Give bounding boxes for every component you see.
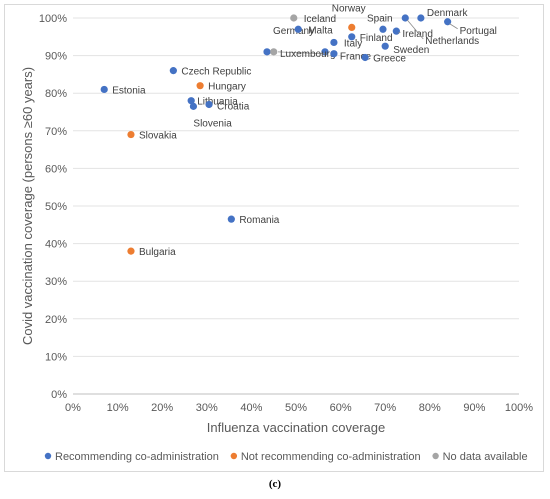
chart-frame <box>4 4 544 472</box>
point-label: France <box>340 52 372 63</box>
legend-marker <box>44 452 52 460</box>
data-point <box>294 25 302 33</box>
data-point <box>290 14 298 22</box>
y-tick-label: 30% <box>45 276 67 288</box>
point-label: Bulgaria <box>139 247 176 258</box>
y-tick-label: 80% <box>45 88 67 100</box>
legend-marker <box>230 452 238 460</box>
point-label: Spain <box>367 13 393 24</box>
point-label: Norway <box>332 3 366 14</box>
point-label: Germany <box>273 26 314 37</box>
x-tick-label: 40% <box>240 402 262 414</box>
point-label: Slovenia <box>193 118 232 129</box>
data-point <box>330 38 338 47</box>
y-tick-label: 50% <box>45 201 67 213</box>
x-tick-label: 0% <box>65 402 81 414</box>
data-point <box>127 247 135 255</box>
legend-label: No data available <box>443 451 528 463</box>
point-label: Sweden <box>393 45 429 56</box>
x-tick-label: 60% <box>330 402 352 414</box>
data-point <box>100 85 108 94</box>
point-label: Malta <box>308 25 333 36</box>
leader-line <box>398 31 401 34</box>
x-tick-label: 80% <box>419 402 441 414</box>
legend-marker <box>432 452 439 460</box>
x-axis-title: Influenza vaccination coverage <box>207 420 386 435</box>
x-tick-label: 50% <box>285 402 307 414</box>
data-point <box>417 14 425 22</box>
y-tick-label: 20% <box>45 314 67 326</box>
data-point <box>187 97 195 105</box>
y-tick-label: 0% <box>51 389 67 401</box>
y-tick-label: 40% <box>45 239 67 251</box>
x-tick-label: 90% <box>463 402 485 414</box>
data-point <box>381 42 389 50</box>
leader-line <box>406 19 424 40</box>
point-label: Italy <box>344 38 362 49</box>
point-label: Greece <box>373 53 406 64</box>
legend-label: Recommending co-administration <box>55 451 219 463</box>
point-label: Portugal <box>460 26 497 37</box>
point-label: Estonia <box>112 85 146 96</box>
x-tick-label: 10% <box>107 402 129 414</box>
leader-line <box>277 51 328 55</box>
data-point <box>127 130 135 139</box>
point-label: Finland <box>360 33 393 44</box>
legend-label: Not recommending co-administration <box>241 451 421 463</box>
data-point <box>169 67 177 75</box>
point-label: Croatia <box>217 101 250 112</box>
point-label: Hungary <box>208 82 246 93</box>
data-point <box>330 50 338 58</box>
point-label: Slovakia <box>139 131 177 142</box>
point-label: Lithuania <box>197 97 238 108</box>
y-tick-label: 100% <box>39 13 67 25</box>
data-point <box>348 33 356 41</box>
figure-caption: (c) <box>268 478 282 490</box>
data-point <box>263 48 271 56</box>
x-tick-label: 100% <box>505 402 533 414</box>
data-point <box>227 215 235 223</box>
x-tick-label: 70% <box>374 402 396 414</box>
y-tick-label: 10% <box>45 351 67 363</box>
data-point <box>444 18 452 26</box>
data-point <box>189 102 198 110</box>
point-label: Netherlands <box>425 36 479 47</box>
point-label: Denmark <box>427 8 469 19</box>
point-label: Iceland <box>304 14 336 25</box>
data-point <box>348 23 356 31</box>
x-tick-label: 20% <box>151 402 173 414</box>
y-tick-label: 70% <box>45 126 67 138</box>
point-label: Czech Republic <box>181 67 251 78</box>
data-point <box>270 48 278 56</box>
point-label: Romania <box>239 215 279 226</box>
point-label: Ireland <box>402 29 433 40</box>
data-point <box>205 100 213 109</box>
y-tick-label: 60% <box>45 163 67 175</box>
y-tick-label: 90% <box>45 51 67 63</box>
point-label: Luxembourg <box>280 49 336 60</box>
data-point <box>401 14 409 22</box>
leader-line <box>449 23 458 30</box>
data-point <box>361 53 369 62</box>
data-point <box>379 25 387 33</box>
data-point <box>392 27 400 35</box>
data-point <box>196 82 204 90</box>
y-axis-title: Covid vaccination coverage (persons ≥60 … <box>20 67 35 345</box>
x-tick-label: 30% <box>196 402 218 414</box>
